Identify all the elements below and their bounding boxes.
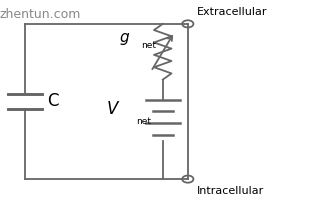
- Text: Intracellular: Intracellular: [197, 186, 264, 196]
- Text: C: C: [47, 93, 59, 110]
- Text: $g$: $g$: [119, 31, 130, 47]
- Text: zhentun.com: zhentun.com: [0, 8, 81, 21]
- Text: $V$: $V$: [106, 100, 121, 118]
- Text: Extracellular: Extracellular: [197, 7, 268, 17]
- Text: net: net: [136, 117, 151, 126]
- Text: net: net: [141, 41, 156, 50]
